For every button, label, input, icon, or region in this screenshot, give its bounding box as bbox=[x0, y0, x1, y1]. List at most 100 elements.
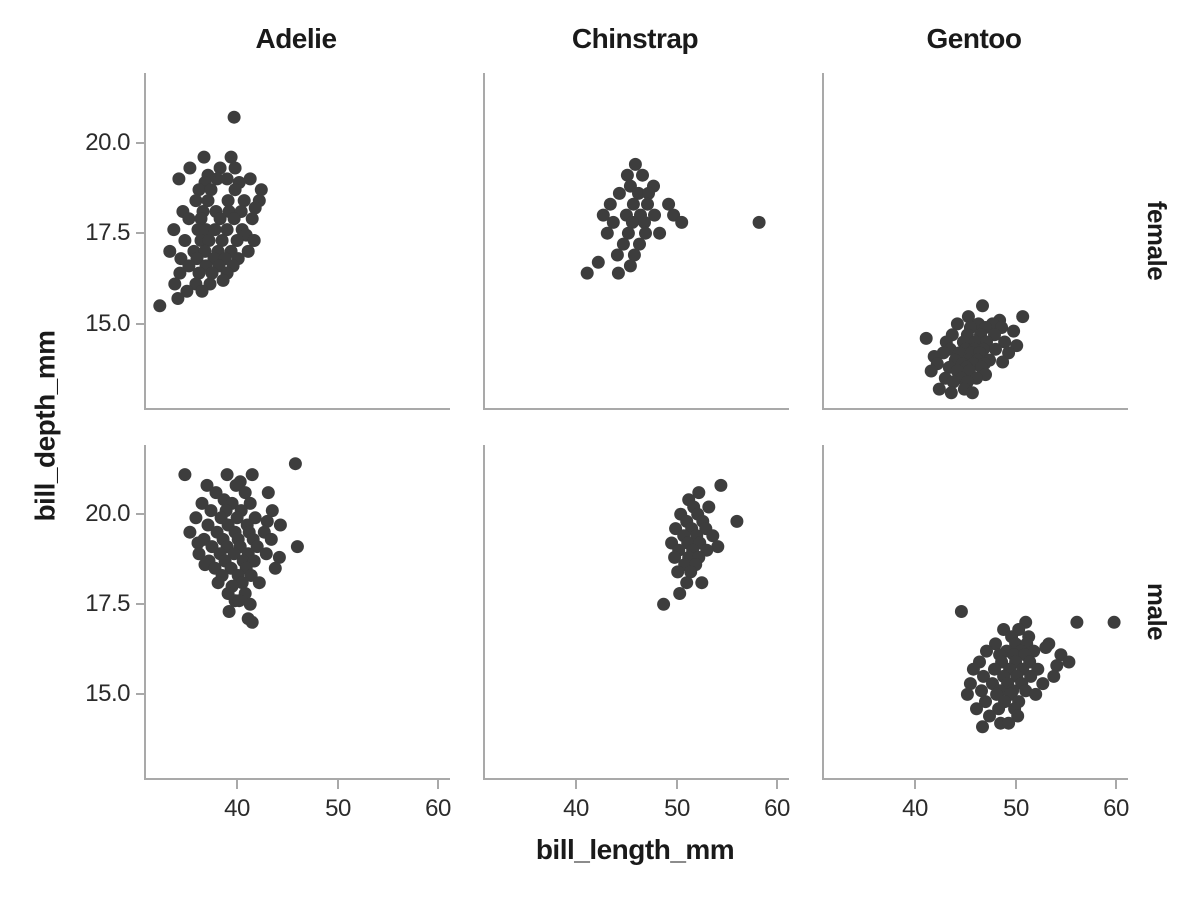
y-tick-mark bbox=[136, 232, 144, 234]
data-point bbox=[252, 576, 266, 590]
data-point bbox=[178, 468, 192, 482]
x-tick-mark bbox=[337, 780, 339, 789]
data-point bbox=[983, 709, 996, 723]
data-point bbox=[977, 669, 990, 683]
data-point bbox=[182, 212, 196, 226]
data-point bbox=[580, 266, 594, 280]
data-point bbox=[1011, 709, 1025, 723]
data-point bbox=[1016, 310, 1030, 324]
data-point bbox=[227, 212, 241, 226]
data-point bbox=[668, 550, 682, 564]
data-point bbox=[230, 234, 244, 247]
data-point bbox=[197, 150, 211, 164]
data-point bbox=[1039, 641, 1053, 654]
data-point bbox=[227, 547, 241, 561]
data-point bbox=[988, 662, 1001, 676]
data-point bbox=[996, 355, 1010, 369]
facet-col-title-adelie: Adelie bbox=[255, 23, 337, 54]
data-point bbox=[248, 201, 262, 215]
data-point bbox=[611, 266, 625, 280]
data-point bbox=[243, 597, 257, 611]
data-point bbox=[204, 504, 218, 518]
x-tick-label: 50 bbox=[325, 795, 351, 822]
panel-gentoo-male bbox=[822, 445, 1128, 780]
data-point bbox=[220, 172, 234, 186]
data-point bbox=[692, 486, 706, 500]
data-point bbox=[596, 208, 610, 222]
data-point bbox=[603, 197, 617, 211]
data-point bbox=[992, 702, 1006, 716]
y-tick-mark bbox=[136, 693, 144, 695]
data-point bbox=[702, 500, 716, 514]
y-tick-mark bbox=[136, 142, 144, 144]
data-point bbox=[199, 223, 213, 237]
data-point bbox=[684, 565, 698, 579]
y-tick-mark bbox=[136, 323, 144, 325]
data-point bbox=[243, 496, 257, 510]
data-point bbox=[1002, 716, 1016, 730]
data-point bbox=[167, 223, 181, 237]
data-point bbox=[730, 514, 744, 528]
y-tick-label: 20.0 bbox=[85, 129, 130, 156]
data-point bbox=[673, 587, 687, 600]
data-point bbox=[259, 547, 273, 561]
data-point bbox=[627, 248, 641, 262]
data-point bbox=[250, 540, 264, 554]
y-tick-label: 20.0 bbox=[85, 500, 130, 527]
facet-row-strip-label: male bbox=[1142, 582, 1173, 641]
data-point bbox=[268, 561, 282, 575]
data-point bbox=[245, 615, 259, 629]
data-point bbox=[153, 299, 167, 313]
data-point bbox=[254, 183, 268, 197]
data-point bbox=[600, 226, 614, 240]
data-point bbox=[975, 684, 988, 698]
data-point bbox=[229, 478, 243, 492]
data-point bbox=[621, 226, 635, 240]
data-point bbox=[989, 637, 1002, 651]
data-point bbox=[642, 186, 655, 200]
x-tick-mark bbox=[1015, 780, 1017, 789]
facet-row-strip-female: female bbox=[1128, 73, 1186, 408]
data-point bbox=[189, 194, 203, 208]
x-tick-label: 40 bbox=[224, 795, 250, 822]
data-point bbox=[966, 662, 980, 676]
data-point bbox=[979, 695, 992, 709]
data-point bbox=[230, 511, 244, 525]
data-point bbox=[706, 529, 720, 543]
y-tick-mark bbox=[136, 603, 144, 605]
facet-row-strip-male: male bbox=[1128, 445, 1186, 778]
y-axis-title: bill_depth_mm bbox=[30, 329, 61, 522]
data-point bbox=[1070, 615, 1084, 629]
data-point bbox=[245, 468, 259, 482]
data-point bbox=[675, 215, 689, 229]
data-point bbox=[623, 259, 637, 273]
data-point bbox=[633, 237, 646, 251]
x-tick-mark bbox=[1115, 780, 1117, 789]
data-point bbox=[1050, 659, 1064, 673]
data-point bbox=[222, 605, 236, 618]
data-point bbox=[189, 511, 203, 525]
data-point bbox=[208, 223, 222, 237]
data-point bbox=[695, 576, 709, 590]
data-point bbox=[620, 168, 634, 182]
data-point bbox=[998, 335, 1012, 349]
data-point bbox=[220, 223, 234, 237]
data-point bbox=[247, 234, 261, 247]
data-point bbox=[714, 478, 728, 492]
x-tick-mark bbox=[575, 780, 577, 789]
data-point bbox=[192, 183, 206, 197]
y-tick-label: 15.0 bbox=[85, 310, 130, 337]
data-point bbox=[950, 317, 964, 331]
x-tick-mark bbox=[776, 780, 778, 789]
data-point bbox=[657, 597, 671, 611]
data-point bbox=[1007, 324, 1021, 338]
data-point bbox=[1047, 669, 1061, 683]
data-point bbox=[932, 382, 946, 396]
data-point bbox=[202, 234, 216, 247]
data-point bbox=[243, 172, 257, 186]
data-point bbox=[192, 547, 206, 561]
data-point bbox=[924, 364, 938, 378]
data-point bbox=[944, 386, 958, 400]
x-tick-mark bbox=[437, 780, 439, 789]
data-point bbox=[224, 150, 238, 164]
